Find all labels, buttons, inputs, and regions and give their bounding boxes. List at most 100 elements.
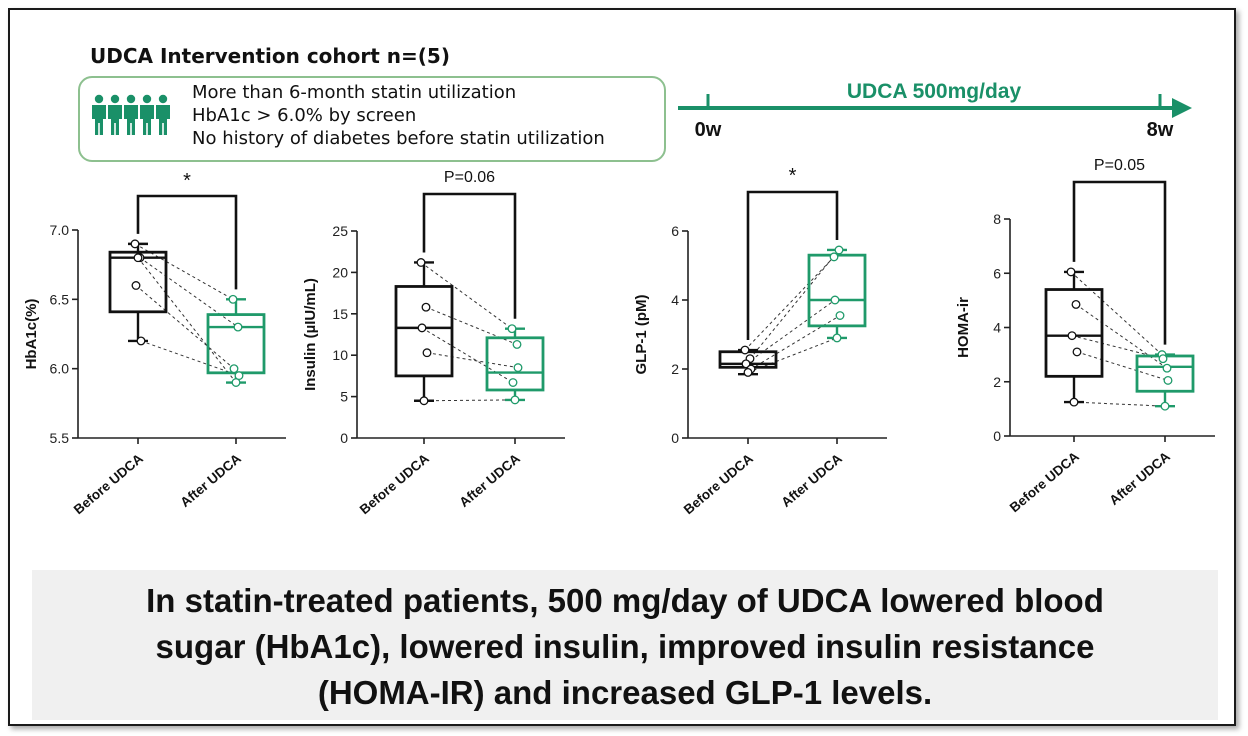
y-tick-label: 2 bbox=[671, 361, 679, 377]
data-point-before bbox=[416, 258, 426, 267]
y-tick-label: 25 bbox=[332, 223, 348, 239]
y-tick-label: 6.5 bbox=[50, 291, 70, 307]
data-point-before bbox=[1071, 299, 1081, 309]
inclusion-criteria-box: More than 6-month statin utilization HbA… bbox=[78, 76, 666, 162]
paired-line bbox=[1075, 304, 1168, 369]
y-tick-label: 0 bbox=[993, 428, 1001, 444]
data-point-before bbox=[1067, 331, 1077, 341]
box bbox=[394, 285, 454, 378]
y-tick-label: 6 bbox=[671, 223, 679, 239]
y-tick-label: 5 bbox=[340, 389, 348, 405]
timeline-start-label: 0w bbox=[695, 119, 722, 141]
data-point-before bbox=[422, 348, 432, 358]
y-axis-label: GLP-1 (pM) bbox=[633, 295, 650, 375]
criteria-item: No history of diabetes before statin uti… bbox=[192, 128, 605, 149]
data-point-before bbox=[130, 239, 140, 249]
paired-line bbox=[137, 257, 237, 383]
data-point-after bbox=[830, 295, 840, 305]
y-axis-label: HbA1c(%) bbox=[23, 299, 40, 370]
paired-line bbox=[139, 257, 239, 328]
y-tick-label: 7.0 bbox=[50, 222, 70, 238]
x-category-label: After UDCA bbox=[778, 451, 845, 510]
data-point-before bbox=[743, 368, 753, 377]
data-point-after bbox=[233, 322, 243, 332]
paired-line bbox=[423, 399, 516, 402]
data-point-after bbox=[1160, 401, 1170, 411]
data-point-after bbox=[1162, 363, 1172, 373]
criteria-list: More than 6-month statin utilization HbA… bbox=[192, 81, 605, 150]
data-point-before bbox=[1066, 267, 1076, 277]
significance-label: * bbox=[183, 170, 191, 192]
data-point-before bbox=[1069, 397, 1079, 407]
data-point-after bbox=[512, 339, 522, 349]
cohort-title: UDCA Intervention cohort n=(5) bbox=[90, 44, 450, 68]
criteria-item: More than 6-month statin utilization bbox=[192, 82, 517, 103]
y-tick-label: 8 bbox=[993, 211, 1001, 227]
paired-line bbox=[421, 327, 514, 383]
paired-line bbox=[1073, 401, 1166, 407]
timeline-label: UDCA 500mg/day bbox=[847, 80, 1022, 103]
y-tick-label: 2 bbox=[993, 374, 1001, 390]
data-point-before bbox=[1072, 347, 1082, 357]
data-point-after bbox=[228, 294, 238, 304]
box bbox=[485, 336, 545, 392]
paired-line bbox=[420, 262, 513, 330]
data-point-before bbox=[419, 396, 429, 406]
y-tick-label: 10 bbox=[332, 347, 348, 363]
timeline-end-label: 8w bbox=[1147, 119, 1174, 141]
y-axis-label: Insulin (µIU/mL) bbox=[302, 278, 319, 391]
data-point-after bbox=[1158, 354, 1168, 364]
box bbox=[1044, 288, 1104, 378]
data-point-after bbox=[829, 252, 839, 262]
data-point-after bbox=[508, 378, 518, 387]
box-plot-panels: 5.5 6.0 6.5 7.0 HbA1c(%) Before UDCA After UDC… bbox=[23, 157, 1215, 517]
x-category-label: Before UDCA bbox=[357, 451, 432, 518]
data-point-before bbox=[131, 281, 141, 290]
significance-label: P=0.06 bbox=[444, 169, 495, 186]
chart-panel: 0 2 4 6 8 HOMA-ir Before UDCA After UDCA P=0.05 bbox=[955, 157, 1215, 515]
x-category-label: After UDCA bbox=[456, 451, 523, 510]
x-category-label: After UDCA bbox=[1106, 449, 1173, 508]
y-tick-label: 6 bbox=[993, 265, 1001, 281]
data-point-before bbox=[421, 302, 431, 312]
paired-line bbox=[1070, 271, 1163, 355]
paired-line bbox=[744, 256, 835, 351]
y-tick-label: 4 bbox=[993, 320, 1001, 336]
x-category-label: Before UDCA bbox=[71, 451, 146, 518]
significance-bracket bbox=[422, 192, 517, 319]
y-tick-label: 15 bbox=[332, 306, 348, 322]
data-point-after bbox=[229, 364, 239, 374]
data-point-after bbox=[513, 363, 523, 373]
data-point-after bbox=[832, 333, 842, 343]
paired-line bbox=[426, 352, 519, 369]
timeline-arrowhead bbox=[1172, 98, 1192, 118]
figure-frame: UDCA Intervention cohort n=(5) More than… bbox=[8, 8, 1236, 726]
data-point-after bbox=[507, 324, 517, 334]
y-tick-label: 0 bbox=[340, 430, 348, 446]
paired-line bbox=[750, 315, 841, 370]
summary-text: In statin-treated patients, 500 mg/day o… bbox=[146, 582, 1104, 711]
criteria-item: HbA1c > 6.0% by screen bbox=[192, 105, 417, 126]
paired-line bbox=[140, 340, 240, 377]
chart-panel: 5.5 6.0 6.5 7.0 HbA1c(%) Before UDCA After UDC… bbox=[23, 170, 286, 517]
y-axis-label: HOMA-ir bbox=[955, 297, 972, 358]
data-point-after bbox=[1163, 375, 1173, 385]
x-category-label: After UDCA bbox=[177, 451, 244, 510]
box bbox=[108, 250, 168, 314]
chart-panel: 0 2 4 6 GLP-1 (pM) Before UDCA After UDCA * bbox=[633, 165, 887, 517]
paired-line bbox=[745, 299, 836, 365]
data-point-after bbox=[510, 395, 520, 405]
data-point-after bbox=[834, 245, 844, 255]
chart-panel: 0 5 10 15 20 25 Insulin (µIU/mL) Before UDCA Aft… bbox=[302, 169, 565, 517]
significance-bracket bbox=[136, 194, 238, 290]
y-tick-label: 20 bbox=[332, 264, 348, 280]
paired-line bbox=[425, 306, 518, 345]
data-point-before bbox=[136, 336, 146, 346]
data-point-before bbox=[133, 253, 143, 263]
data-point-after bbox=[835, 311, 845, 320]
people-group-icon bbox=[92, 94, 170, 135]
data-point-after bbox=[231, 378, 241, 387]
significance-bracket bbox=[746, 190, 839, 341]
significance-bracket bbox=[1072, 180, 1167, 345]
y-tick-label: 6.0 bbox=[50, 361, 70, 377]
